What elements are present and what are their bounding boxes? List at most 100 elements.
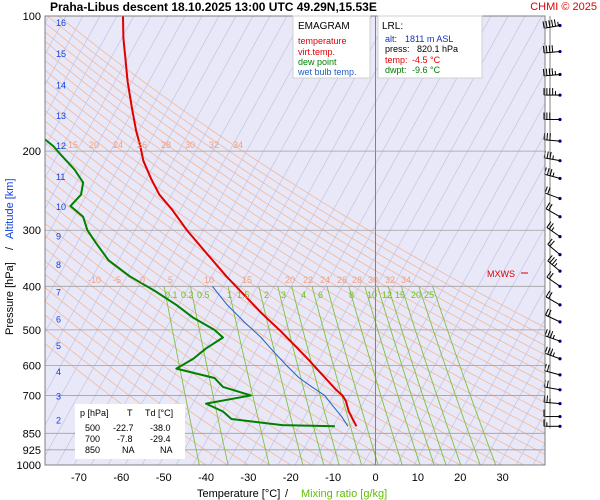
table-header-td: Td [°C] — [145, 408, 173, 418]
dry-adiabat-label: -15 — [65, 140, 78, 150]
x-axis-label-secondary: Mixing ratio [g/kg] — [301, 488, 387, 500]
table-cell-td: -29.4 — [150, 434, 171, 444]
wind-barb — [544, 346, 562, 361]
dry-adiabat-label: 32 — [385, 275, 395, 285]
dry-adiabat-line — [45, 50, 545, 374]
background-line — [56, 16, 305, 465]
altitude-tick-label: 13 — [56, 111, 66, 121]
lrl-box-frame — [377, 15, 483, 79]
altitude-tick-label: 4 — [56, 367, 61, 377]
dry-adiabat-label: 5 — [168, 275, 173, 285]
pressure-tick-label: 400 — [23, 281, 41, 293]
background-line — [345, 102, 545, 465]
mixing-ratio-label: 4 — [301, 290, 306, 300]
wind-barb — [543, 409, 562, 419]
background-line — [481, 349, 545, 465]
y-axis-label-separator: / — [4, 246, 16, 250]
wind-barb — [543, 395, 562, 406]
temperature-tick-label: -60 — [113, 472, 129, 484]
dry-adiabat-line — [45, 31, 545, 356]
mixing-ratio-label: 0.5 — [197, 290, 210, 300]
background-line — [362, 133, 545, 465]
dry-adiabat-line — [45, 79, 545, 404]
dry-adiabat-line — [45, 89, 545, 414]
pressure-tick-label: 100 — [23, 11, 41, 23]
altitude-tick-label: 12 — [56, 141, 66, 151]
summary-table: p [hPa] T Td [°C] 500 -22.7 -38.0 700 -7… — [75, 404, 185, 459]
y-axis-label-secondary: Altitude [km] — [4, 178, 16, 239]
altitude-tick-label: 5 — [56, 341, 61, 351]
altitude-tick-label: 7 — [56, 288, 61, 298]
legend: EMAGRAM temperature virt.temp. dew point… — [292, 15, 371, 79]
background-line — [45, 16, 135, 179]
table-cell-t: NA — [122, 445, 135, 455]
background-line — [107, 16, 356, 465]
dry-adiabat-label: 22 — [303, 275, 313, 285]
wind-barb — [542, 45, 562, 54]
legend-item-virt-temp: virt.temp. — [298, 47, 335, 57]
mixing-ratio-label: 25 — [424, 290, 434, 300]
mixing-ratio-label: 15 — [395, 290, 405, 300]
lrl-box: LRL: alt: 1811 m ASL press: 820.1 hPa te… — [377, 15, 483, 79]
altitude-tick-label: 10 — [56, 202, 66, 212]
wind-barb — [545, 290, 562, 307]
pressure-tick-label: 600 — [23, 360, 41, 372]
pressure-tick-label: 300 — [23, 225, 41, 237]
background-line — [45, 16, 169, 241]
background-line — [141, 16, 390, 465]
wind-barb — [542, 68, 562, 77]
dry-adiabat-line — [45, 59, 545, 384]
wind-barb — [544, 328, 562, 343]
dry-adiabat-label: 34 — [401, 275, 411, 285]
background-line — [45, 16, 254, 395]
altitude-tick-label: 3 — [56, 392, 61, 402]
dry-adiabat-label: 24 — [320, 275, 330, 285]
pressure-tick-label: 200 — [23, 146, 41, 158]
altitude-tick-label: 14 — [56, 80, 66, 90]
altitude-tick-label: 2 — [56, 416, 61, 426]
background-line — [45, 16, 237, 365]
dry-adiabat-line — [45, 22, 545, 346]
series-layer — [45, 16, 358, 428]
background-line — [260, 16, 509, 465]
legend-title: EMAGRAM — [298, 21, 350, 32]
mixing-ratio-label: 3 — [281, 290, 286, 300]
temperature-tick-label: -40 — [198, 472, 214, 484]
pressure-tick-label: 500 — [23, 325, 41, 337]
wind-barb — [545, 308, 562, 324]
copyright-text: CHMI © 2025 — [530, 1, 597, 13]
legend-item-dew-point: dew point — [298, 57, 337, 67]
background-line — [413, 225, 545, 465]
background-line — [311, 40, 545, 465]
background-line — [45, 16, 203, 303]
grid-layer — [45, 16, 545, 465]
pressure-tick-label: 850 — [23, 428, 41, 440]
table-cell-p: 700 — [85, 434, 100, 444]
temperature-tick-label: -10 — [325, 472, 341, 484]
dry-adiabat-label: 20 — [285, 275, 295, 285]
dew-point-line — [45, 138, 335, 428]
mixing-ratio-label: 0.1 — [165, 290, 178, 300]
wind-barb — [543, 419, 562, 428]
wind-barb — [547, 255, 562, 273]
temperature-tick-label: 10 — [412, 472, 424, 484]
background-line — [45, 16, 288, 457]
table-cell-td: NA — [160, 445, 173, 455]
background-line — [73, 16, 322, 465]
dry-adiabat-label: 28 — [352, 275, 362, 285]
table-cell-p: 500 — [85, 423, 100, 433]
mixing-ratio-label: 20 — [411, 290, 421, 300]
lrl-dwpt-label: dwpt: — [385, 65, 407, 75]
x-axis-label: Temperature [°C] — [197, 488, 280, 500]
pressure-tick-label: 700 — [23, 390, 41, 402]
lrl-alt-value: 1811 m ASL — [405, 34, 453, 44]
lrl-temp-label: temp: — [385, 55, 408, 65]
lrl-dwpt-value: -9.6 °C — [412, 65, 441, 75]
temperature-tick-label: -50 — [156, 472, 172, 484]
summary-table-bg — [75, 404, 185, 459]
mixing-ratio-label: 1 — [227, 290, 232, 300]
label-layer: -15 20 24 26 28 30 32 34-10 -5 0 5 10 15 20 22 24 26 28 30… — [56, 18, 434, 426]
table-cell-t: -7.8 — [117, 434, 133, 444]
